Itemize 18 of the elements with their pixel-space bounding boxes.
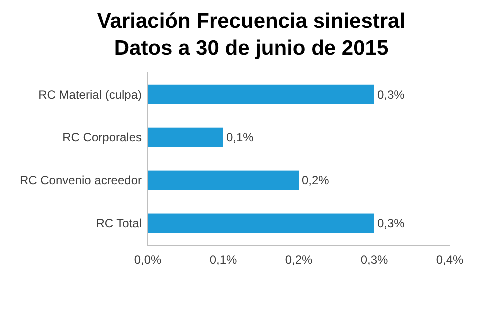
x-tick-label: 0,1% [210, 253, 238, 267]
bar [148, 128, 224, 148]
x-tick-label: 0,0% [134, 253, 162, 267]
data-label: 0,3% [378, 216, 406, 231]
data-label: 0,2% [302, 174, 330, 188]
data-label: 0,3% [378, 88, 406, 102]
x-tick-label: 0,3% [360, 253, 388, 267]
x-tick-label: 0,4% [436, 253, 464, 267]
chart-title: Variación Frecuencia siniestral Datos a 30 de junio de 2015 [97, 10, 406, 60]
x-tick-label: 0,2% [285, 253, 313, 267]
bar [148, 84, 374, 104]
y-tick-label: RC Convenio acreedor [20, 174, 142, 188]
y-tick-label: RC Total [96, 216, 142, 231]
bar [148, 214, 374, 234]
y-tick-label: RC Corporales [62, 130, 142, 145]
bar [148, 170, 299, 190]
y-tick-label: RC Material (culpa) [38, 88, 142, 102]
data-label: 0,1% [226, 130, 254, 145]
